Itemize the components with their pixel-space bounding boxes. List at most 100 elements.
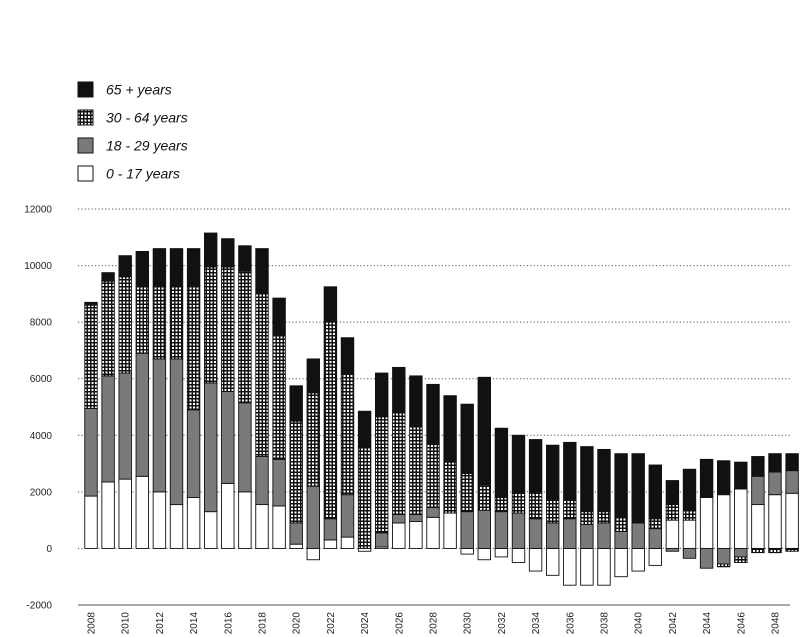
bar-segment xyxy=(169,504,184,549)
bar-segment xyxy=(238,270,252,404)
bar-segment xyxy=(546,444,560,500)
x-axis: 2008 2010 2012 2014 2016 2018 2020 2022 2024 2026… xyxy=(87,612,782,635)
bar-segment xyxy=(734,547,748,558)
y-tick-label: 10000 xyxy=(24,261,52,272)
legend-swatch xyxy=(77,137,94,154)
bar-segment xyxy=(665,519,680,549)
x-tick-label: 2020 xyxy=(292,612,303,635)
y-tick-label: 8000 xyxy=(30,318,53,329)
x-tick-label: 2018 xyxy=(258,612,269,635)
x-tick-label: 2028 xyxy=(429,612,440,635)
bar-segment xyxy=(203,266,218,384)
bar-segment xyxy=(494,511,509,549)
bar-segment xyxy=(580,446,594,513)
bar-segment xyxy=(203,232,218,268)
bar-segment xyxy=(563,498,577,520)
bar-segment xyxy=(682,547,697,559)
y-tick-label: 2000 xyxy=(30,487,53,498)
bar-segment xyxy=(460,403,474,474)
bar-stack xyxy=(221,238,235,549)
bar-segment xyxy=(528,547,543,572)
bar-segment xyxy=(734,556,748,564)
bar-segment xyxy=(614,516,628,532)
legend-swatch xyxy=(77,165,94,182)
bar-stack xyxy=(186,248,201,549)
bar-segment xyxy=(580,547,594,586)
bar-segment xyxy=(392,366,406,414)
bar-stack xyxy=(717,460,731,568)
bar-segment xyxy=(631,453,645,524)
bar-stack xyxy=(238,245,252,549)
bar-stack xyxy=(546,444,560,576)
bar-segment xyxy=(152,491,167,549)
bar-segment xyxy=(426,443,440,508)
bar-stack xyxy=(289,385,303,549)
x-tick-label: 2024 xyxy=(360,612,371,635)
x-tick-label: 2010 xyxy=(121,612,132,635)
bar-segment xyxy=(494,547,509,558)
bar-segment xyxy=(443,461,457,514)
bar-segment xyxy=(631,547,645,572)
x-tick-label: 2038 xyxy=(600,612,611,635)
bar-segment xyxy=(665,504,680,521)
bar-segment xyxy=(443,395,457,463)
bar-segment xyxy=(169,248,184,288)
bar-segment xyxy=(203,382,218,513)
bar-segment xyxy=(785,492,799,549)
bar-stack xyxy=(340,337,355,549)
bar-stack xyxy=(409,375,423,549)
bar-segment xyxy=(323,321,338,520)
bar-segment xyxy=(682,468,697,511)
bar-segment xyxy=(409,426,423,515)
legend: 65 + years 30 - 64 years 18 - 29 years 0 - … xyxy=(77,81,188,182)
bar-segment xyxy=(409,375,423,428)
bar-segment xyxy=(477,376,491,486)
bar-stack xyxy=(563,441,577,586)
bar-segment xyxy=(289,522,303,545)
bar-segment xyxy=(169,358,184,506)
bar-segment xyxy=(323,518,338,541)
bar-stack xyxy=(426,383,440,549)
bar-stack xyxy=(460,403,474,555)
bar-stack xyxy=(272,297,286,549)
bar-segment xyxy=(648,464,662,520)
bar-stack xyxy=(751,456,765,554)
x-tick-label: 2046 xyxy=(736,612,747,635)
bar-segment xyxy=(118,372,132,480)
bar-stack xyxy=(357,410,372,552)
bar-segment xyxy=(511,512,526,549)
bar-segment xyxy=(785,453,799,472)
y-tick-label: 0 xyxy=(46,544,52,555)
bar-segment xyxy=(682,519,697,549)
bar-segment xyxy=(340,374,355,496)
bar-segment xyxy=(255,248,269,295)
bar-segment xyxy=(460,547,474,555)
bar-segment xyxy=(101,272,115,282)
bar-segment xyxy=(135,352,150,477)
bar-segment xyxy=(152,248,167,288)
bar-stack xyxy=(477,376,491,561)
bar-segment xyxy=(392,514,406,524)
bar-segment xyxy=(699,458,714,498)
bar-segment xyxy=(238,491,252,549)
bar-segment xyxy=(511,547,526,564)
bar-segment xyxy=(648,528,662,549)
bar-segment xyxy=(306,392,320,487)
bar-segment xyxy=(255,456,269,506)
bar-segment xyxy=(221,390,235,484)
bar-segment xyxy=(648,518,662,530)
bar-stack xyxy=(443,395,457,549)
x-tick-label: 2036 xyxy=(565,612,576,635)
bar-segment xyxy=(340,337,355,375)
bar-segment xyxy=(289,385,303,422)
bar-segment xyxy=(186,248,201,286)
bar-segment xyxy=(751,547,765,554)
bar-segment xyxy=(580,523,594,549)
bar-segment xyxy=(751,475,765,506)
bar-segment xyxy=(528,491,543,520)
bar-segment xyxy=(614,453,628,518)
bar-segment xyxy=(477,547,491,561)
bar-segment xyxy=(597,448,611,513)
bar-stack xyxy=(631,453,645,572)
